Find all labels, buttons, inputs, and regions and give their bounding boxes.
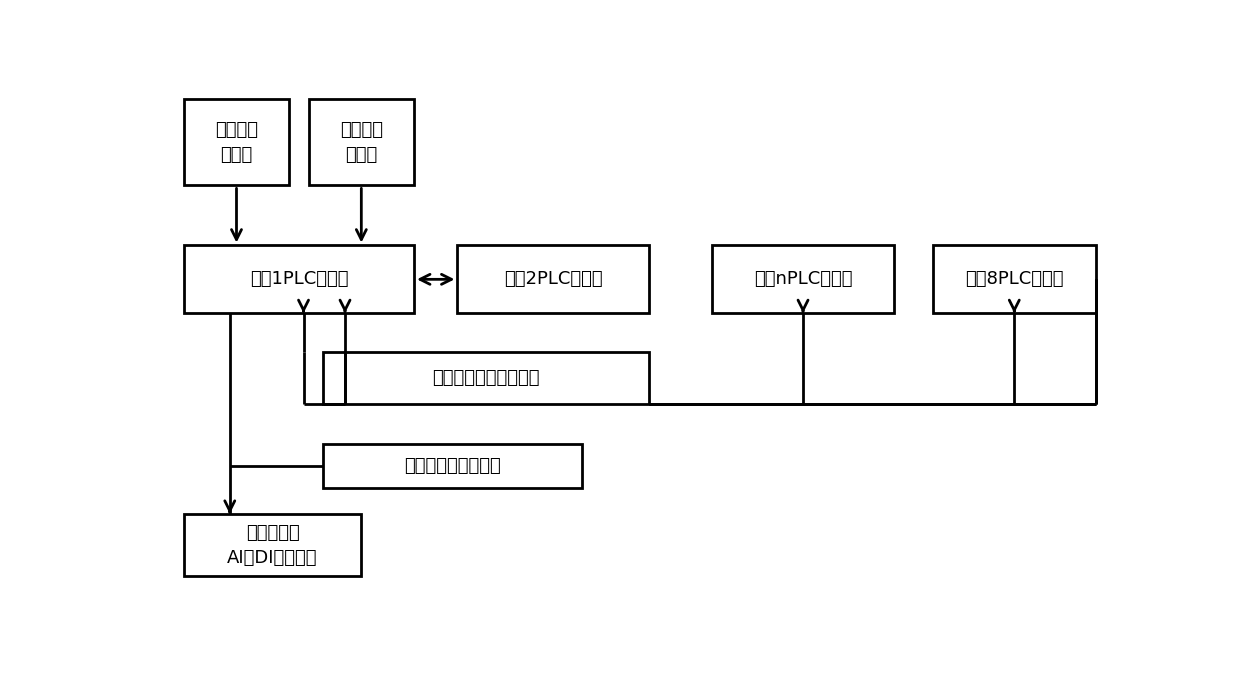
Bar xyxy=(457,246,649,313)
Bar xyxy=(711,246,895,313)
Bar xyxy=(309,100,414,185)
Bar xyxy=(183,246,414,313)
Bar xyxy=(323,443,582,488)
Text: 水泵变频器
AI和DI输入单元: 水泵变频器 AI和DI输入单元 xyxy=(227,524,317,567)
Text: 回水温度
传感器: 回水温度 传感器 xyxy=(216,121,258,164)
Bar xyxy=(183,514,362,577)
Text: 机组1PLC控制器: 机组1PLC控制器 xyxy=(250,270,348,288)
Text: 机组8PLC控制器: 机组8PLC控制器 xyxy=(965,270,1063,288)
Bar xyxy=(183,100,290,185)
Text: 机组nPLC控制器: 机组nPLC控制器 xyxy=(753,270,852,288)
Text: 室外温度
传感器: 室外温度 传感器 xyxy=(339,121,383,164)
Text: 开关量和模拟量输出: 开关量和模拟量输出 xyxy=(404,457,501,475)
Bar xyxy=(323,352,649,404)
Bar xyxy=(933,246,1097,313)
Text: 机组2PLC控制器: 机组2PLC控制器 xyxy=(504,270,602,288)
Text: 机组间局域网数据通讯: 机组间局域网数据通讯 xyxy=(432,370,540,387)
